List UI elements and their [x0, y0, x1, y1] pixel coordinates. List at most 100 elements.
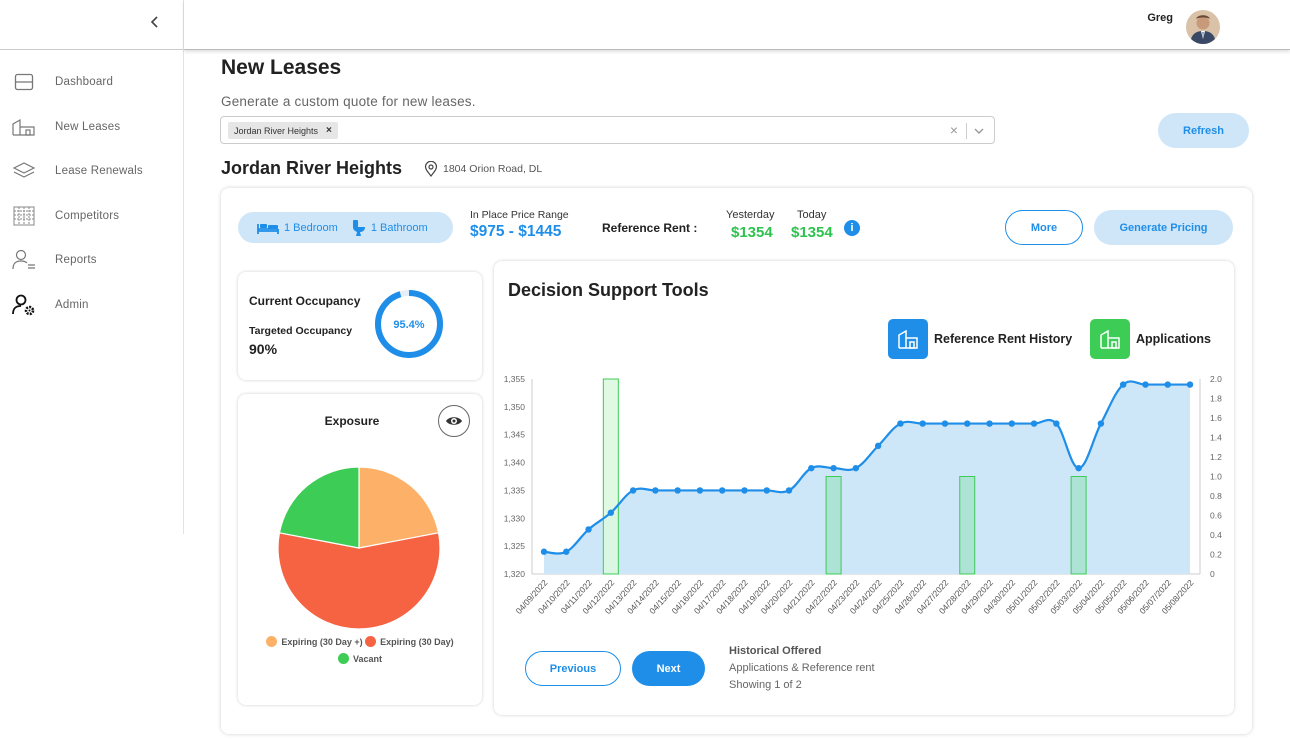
current-occupancy-value: 95.4%	[393, 319, 424, 331]
legend-expiring-30-plus[interactable]: Expiring (30 Day +)	[266, 636, 363, 647]
collapse-sidebar-button[interactable]	[149, 14, 165, 34]
unit-type-pill[interactable]: 1 Bedroom 1 Bathroom	[238, 212, 453, 243]
legend-label: Reference Rent History	[934, 332, 1073, 346]
bedroom-label: 1 Bedroom	[284, 221, 338, 234]
in-place-range-value: $975 - $1445	[470, 223, 562, 240]
sidebar-item-admin[interactable]: Admin	[0, 283, 183, 328]
rent-point[interactable]	[1142, 381, 1149, 388]
generate-pricing-button[interactable]: Generate Pricing	[1094, 210, 1233, 245]
rent-point[interactable]	[1186, 381, 1194, 388]
pie-slice-2[interactable]	[278, 466, 360, 549]
pricing-card: 1 Bedroom 1 Bathroom In Place Price Rang…	[221, 188, 1252, 734]
rent-point[interactable]	[607, 509, 615, 516]
sidebar-item-label: Lease Renewals	[55, 165, 143, 178]
next-button[interactable]: Next	[632, 651, 705, 686]
rent-point[interactable]	[719, 487, 726, 494]
address-text: 1804 Orion Road, DL	[443, 163, 543, 175]
application-bar[interactable]	[825, 476, 842, 575]
legend-reference-rent-history[interactable]: Reference Rent History	[888, 319, 1072, 359]
legend-vacant[interactable]: Vacant	[337, 653, 383, 664]
property-select[interactable]: Jordan River Heights × ×	[220, 116, 995, 144]
occupancy-card: Current Occupancy Targeted Occupancy 90%…	[238, 272, 482, 380]
rent-point[interactable]	[1075, 464, 1082, 472]
rent-point[interactable]	[785, 487, 793, 494]
more-button[interactable]: More	[1005, 210, 1083, 245]
reference-rent-chart: 1,320 1,325 1,330 1,335 1,340 1,345 1,350 1,355…	[504, 374, 1222, 616]
rent-point[interactable]	[563, 548, 570, 555]
rent-point[interactable]	[874, 442, 882, 450]
rent-point[interactable]	[540, 548, 548, 555]
rent-point[interactable]	[852, 464, 860, 472]
legend-expiring-30[interactable]: Expiring (30 Day)	[365, 636, 454, 647]
rent-area	[544, 381, 1190, 574]
remove-chip-icon[interactable]: ×	[326, 125, 332, 136]
y-right-tick: 0.8	[1210, 491, 1222, 501]
rent-point[interactable]	[964, 420, 971, 427]
rent-point[interactable]	[585, 526, 592, 533]
user-report-icon	[12, 248, 36, 272]
rent-point[interactable]	[941, 420, 949, 427]
chevron-down-icon[interactable]	[972, 124, 986, 138]
y-right-tick: 1.6	[1210, 413, 1222, 423]
application-bar[interactable]	[1070, 476, 1087, 575]
rent-point[interactable]	[986, 420, 993, 427]
sidebar-item-lease-renewals[interactable]: Lease Renewals	[0, 149, 183, 194]
selected-property-chip: Jordan River Heights ×	[228, 122, 338, 139]
refresh-button[interactable]: Refresh	[1158, 113, 1249, 148]
rent-point[interactable]	[1097, 420, 1105, 427]
rent-point[interactable]	[741, 487, 748, 494]
rent-point[interactable]	[652, 487, 659, 494]
rent-point[interactable]	[1164, 381, 1171, 388]
bathroom-label: 1 Bathroom	[370, 221, 428, 234]
select-divider	[966, 123, 967, 139]
rent-point[interactable]	[1030, 420, 1038, 427]
toggle-visibility-button[interactable]	[438, 405, 470, 437]
rent-point[interactable]	[1119, 381, 1127, 388]
legend-label: Expiring (30 Day +)	[281, 636, 363, 647]
rent-point[interactable]	[808, 464, 815, 472]
pie-slice-1[interactable]	[277, 532, 441, 630]
y-right-tick: 1.0	[1210, 472, 1222, 482]
pie-slice-0[interactable]	[358, 466, 440, 549]
y-right-tick: 0.2	[1210, 550, 1222, 560]
rent-point[interactable]	[1008, 420, 1015, 427]
sidebar-item-new-leases[interactable]: New Leases	[0, 105, 183, 150]
occupancy-ring: 95.4%	[375, 290, 443, 358]
application-bar[interactable]	[959, 476, 976, 575]
page-title: New Leases	[221, 56, 342, 79]
grid-building-icon	[12, 204, 36, 228]
y-left-tick: 1,330	[504, 513, 526, 523]
application-bar[interactable]	[602, 378, 619, 575]
sidebar-item-reports[interactable]: Reports	[0, 238, 183, 283]
exposure-legend-row-1: Expiring (30 Day +) Expiring (30 Day)	[238, 636, 482, 649]
rent-point[interactable]	[830, 464, 837, 472]
targeted-occupancy-value: 90%	[249, 341, 278, 357]
historical-subtitle: Applications & Reference rent	[729, 662, 875, 674]
sidebar-item-dashboard[interactable]: Dashboard	[0, 60, 183, 105]
legend-label: Vacant	[352, 653, 383, 664]
y-left-tick: 1,320	[504, 569, 526, 579]
rent-point[interactable]	[763, 487, 770, 494]
top-bar: Greg	[184, 0, 1290, 50]
rent-point[interactable]	[897, 420, 904, 427]
property-address: 1804 Orion Road, DL	[424, 161, 542, 177]
previous-button[interactable]: Previous	[525, 651, 621, 686]
y-left-tick: 1,350	[504, 402, 526, 412]
building-icon	[888, 319, 928, 359]
sidebar-item-competitors[interactable]: Competitors	[0, 194, 183, 239]
rent-point[interactable]	[919, 420, 926, 427]
rent-point[interactable]	[696, 487, 704, 494]
today-rent-value: $1354	[791, 224, 833, 241]
rent-point[interactable]	[674, 487, 681, 494]
legend-applications[interactable]: Applications	[1090, 319, 1211, 359]
rent-point[interactable]	[629, 487, 637, 494]
sidebar-header	[0, 0, 183, 50]
clear-icon[interactable]: ×	[949, 122, 958, 138]
avatar[interactable]	[1186, 10, 1220, 44]
decision-support-card: Decision Support Tools Reference Rent Hi…	[494, 261, 1234, 715]
info-icon[interactable]: i	[844, 220, 860, 236]
legend-label: Expiring (30 Day)	[380, 636, 454, 647]
sidebar-item-label: Competitors	[55, 209, 120, 222]
rent-point[interactable]	[1053, 420, 1060, 427]
page-indicator: Showing 1 of 2	[729, 679, 802, 691]
